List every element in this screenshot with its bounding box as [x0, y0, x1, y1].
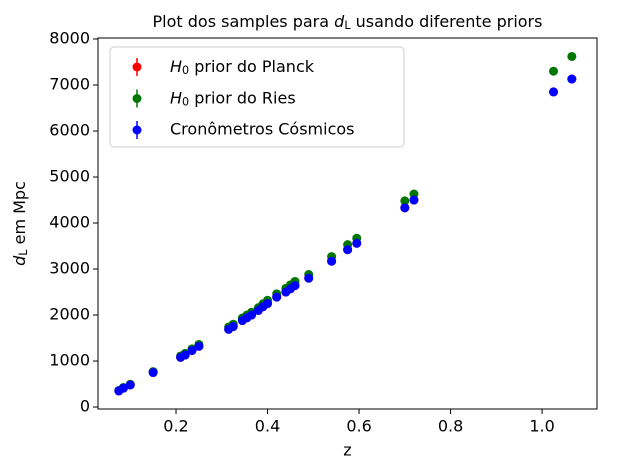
x-tick-label: 0.4 [255, 417, 280, 436]
point [327, 256, 337, 266]
point [304, 273, 314, 283]
y-tick-label: 1000 [49, 351, 90, 370]
point [567, 51, 577, 61]
chart-title-part: L [344, 19, 351, 32]
legend-label-part: 0 [182, 96, 189, 109]
point [290, 281, 300, 291]
point [180, 350, 190, 360]
legend-label: H0 prior do Planck [170, 57, 315, 78]
point [247, 310, 257, 320]
point [125, 380, 135, 390]
point [263, 299, 273, 309]
y-axis-label-part: em Mpc [10, 181, 29, 249]
y-axis-label: dL em Mpc [10, 181, 31, 266]
y-tick-label: 3000 [49, 259, 90, 278]
x-tick-label: 1.0 [529, 417, 554, 436]
point [400, 196, 410, 206]
legend-label-part: prior do Ries [189, 88, 296, 107]
x-tick-label: 0.2 [163, 417, 188, 436]
chart-title-part: Plot dos samples para [153, 12, 335, 31]
legend-marker [132, 62, 142, 72]
legend-marker [132, 94, 142, 103]
legend-box [109, 46, 405, 148]
plot-frame [97, 37, 598, 410]
legend-label-part: H [170, 57, 182, 76]
y-tick-label: 7000 [49, 75, 90, 94]
point [400, 203, 410, 213]
point [118, 383, 128, 393]
legend-label-part: 0 [182, 64, 189, 77]
y-tick-label: 6000 [49, 121, 90, 140]
point [187, 345, 197, 355]
x-axis-label: z [343, 441, 351, 460]
point [409, 195, 419, 205]
legend-label: H0 prior do Ries [170, 88, 296, 109]
point [272, 292, 282, 302]
point [352, 238, 362, 248]
y-tick-label: 8000 [49, 29, 90, 48]
legend-label-part: H [170, 88, 182, 107]
point [343, 245, 353, 255]
point [228, 322, 238, 332]
y-tick-label: 0 [80, 397, 90, 416]
chart-title-part: d [334, 12, 345, 31]
y-tick-label: 2000 [49, 305, 90, 324]
point [549, 87, 559, 97]
y-axis-label-part: L [17, 249, 30, 256]
point [148, 368, 158, 378]
x-tick-label: 0.8 [438, 417, 463, 436]
point [549, 66, 559, 76]
point [194, 341, 204, 351]
y-tick-label: 4000 [49, 213, 90, 232]
point [567, 74, 577, 84]
legend-label-part: prior do Planck [189, 57, 315, 76]
x-tick-label: 0.6 [346, 417, 371, 436]
y-tick-label: 5000 [49, 167, 90, 186]
legend-label: Cronômetros Cósmicos [170, 120, 355, 139]
y-axis-label-part: d [10, 255, 29, 266]
legend-marker [132, 125, 142, 135]
chart-title: Plot dos samples para dL usando diferent… [153, 12, 543, 33]
chart-title-part: usando diferente priors [351, 12, 543, 31]
